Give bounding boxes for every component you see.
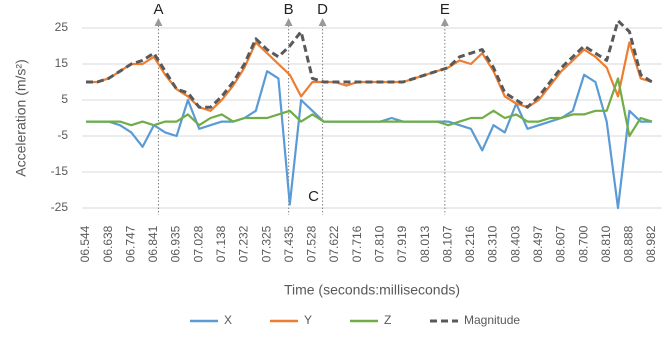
x-tick-label: 07.028 xyxy=(191,225,205,262)
x-tick-label: 08.810 xyxy=(599,225,613,262)
annotation-label: E xyxy=(440,1,450,18)
annotation-label: D xyxy=(317,1,328,18)
x-tick-label: 06.935 xyxy=(169,225,183,262)
x-tick-label: 08.888 xyxy=(622,225,636,262)
x-axis-label: Time (seconds:milliseconds) xyxy=(284,282,460,298)
x-tick-label: 07.528 xyxy=(305,225,319,262)
y-tick-label: 15 xyxy=(55,56,69,70)
series-line xyxy=(86,77,653,138)
y-tick-label: 5 xyxy=(61,92,68,106)
x-tick-label: 07.810 xyxy=(372,225,386,262)
legend-label: X xyxy=(224,313,232,327)
x-tick-label: 06.544 xyxy=(78,225,92,262)
annotation-label: B xyxy=(284,1,294,18)
x-tick-label: 08.982 xyxy=(644,225,658,262)
series-line xyxy=(86,70,652,210)
x-tick-label: 08.013 xyxy=(418,225,432,262)
y-tick-label: -5 xyxy=(57,128,68,142)
x-tick-label: 07.435 xyxy=(282,225,296,262)
x-tick-label: 08.700 xyxy=(576,225,590,262)
legend-label: Z xyxy=(384,313,391,327)
y-tick-label: 25 xyxy=(55,20,69,34)
x-tick-label: 06.841 xyxy=(146,225,160,262)
x-tick-label: 07.622 xyxy=(327,225,341,262)
x-tick-label: 08.310 xyxy=(486,225,500,262)
y-tick-label: -25 xyxy=(51,200,69,214)
x-tick-label: 07.232 xyxy=(237,225,251,262)
y-tick-label: -15 xyxy=(51,164,69,178)
x-tick-label: 08.497 xyxy=(531,225,545,262)
legend-label: Y xyxy=(304,313,312,327)
x-tick-label: 08.107 xyxy=(440,225,454,262)
x-tick-label: 07.325 xyxy=(259,225,273,262)
x-tick-label: 06.747 xyxy=(123,225,137,262)
x-tick-label: 08.403 xyxy=(508,225,522,262)
x-tick-label: 06.638 xyxy=(101,225,115,262)
series-line xyxy=(86,19,653,109)
annotation-arrow xyxy=(318,18,327,26)
annotation-arrow xyxy=(440,18,449,26)
legend-label: Magnitude xyxy=(464,313,520,327)
annotation-arrow xyxy=(284,18,293,26)
series-line xyxy=(86,41,653,112)
x-tick-label: 07.919 xyxy=(395,225,409,262)
annotation-label: A xyxy=(153,1,163,18)
annotation-arrow xyxy=(154,18,163,26)
x-tick-label: 08.216 xyxy=(463,225,477,262)
x-tick-label: 07.716 xyxy=(350,225,364,262)
annotation-label: C xyxy=(308,188,319,205)
x-tick-label: 07.138 xyxy=(214,225,228,262)
x-tick-label: 08.607 xyxy=(554,225,568,262)
y-axis-label: Acceleration (m/s²) xyxy=(13,59,29,176)
